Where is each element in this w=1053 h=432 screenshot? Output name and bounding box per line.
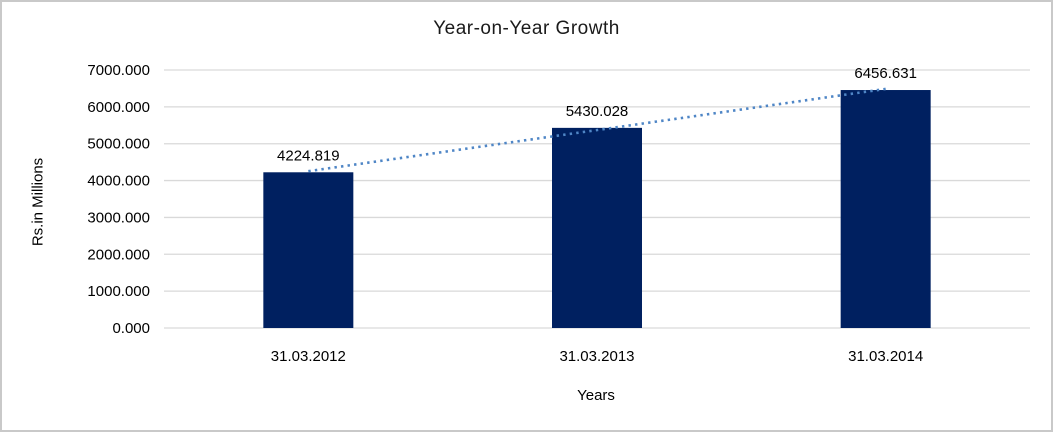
- y-tick-label: 0.000: [112, 320, 150, 337]
- y-tick-label: 3000.000: [87, 209, 150, 226]
- y-tick-label: 5000.000: [87, 136, 150, 153]
- y-tick-label: 4000.000: [87, 173, 150, 190]
- y-tick-label: 1000.000: [87, 283, 150, 300]
- trendline: [308, 87, 886, 173]
- data-label: 6456.631: [854, 65, 917, 82]
- data-label: 5430.028: [566, 103, 629, 120]
- chart-title: Year-on-Year Growth: [433, 18, 620, 39]
- x-axis-title: Years: [577, 387, 615, 404]
- data-label: 4224.819: [277, 147, 340, 164]
- y-tick-label: 7000.000: [87, 62, 150, 79]
- bar: [840, 90, 931, 328]
- bar: [263, 172, 354, 328]
- x-tick-label: 31.03.2013: [559, 348, 634, 365]
- bar: [552, 127, 642, 328]
- x-tick-label: 31.03.2014: [848, 348, 923, 365]
- y-tick-label: 2000.000: [87, 246, 150, 263]
- x-tick-label: 31.03.2012: [271, 348, 346, 365]
- y-tick-label: 6000.000: [87, 99, 150, 116]
